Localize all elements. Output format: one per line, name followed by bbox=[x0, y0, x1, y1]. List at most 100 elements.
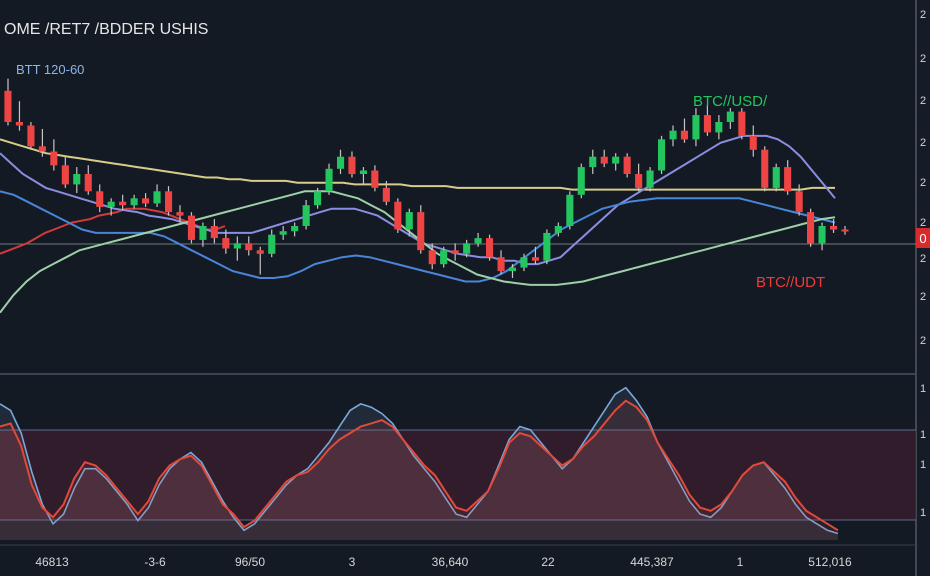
candle-body bbox=[554, 226, 562, 233]
candlestick bbox=[153, 184, 161, 207]
candlestick bbox=[692, 108, 700, 147]
candlestick bbox=[38, 128, 46, 157]
candle-body bbox=[233, 243, 241, 249]
candlestick bbox=[486, 234, 494, 261]
candlestick bbox=[302, 200, 310, 230]
y-axis-tick: 2 bbox=[920, 253, 926, 265]
candlestick bbox=[417, 205, 425, 254]
x-axis-label: 1 bbox=[737, 555, 744, 569]
candlestick bbox=[291, 222, 299, 237]
candle-body bbox=[187, 215, 195, 240]
y-axis-tick: 2 bbox=[920, 291, 926, 303]
candlestick bbox=[680, 118, 688, 143]
candle-body bbox=[279, 231, 287, 235]
candlestick bbox=[337, 149, 345, 174]
moving-average-line bbox=[0, 138, 835, 191]
candle-body bbox=[84, 174, 92, 192]
candle-body bbox=[337, 156, 345, 169]
candle-body bbox=[795, 191, 803, 213]
y-axis-tick: 2 bbox=[920, 53, 926, 65]
candle-body bbox=[371, 170, 379, 188]
chart-title: OME /RET7 /BDDER USHIS bbox=[4, 21, 208, 38]
candlestick bbox=[394, 198, 402, 233]
x-axis-label: 512,016 bbox=[808, 555, 852, 569]
candlestick bbox=[222, 229, 230, 254]
x-axis-label: 96/50 bbox=[235, 555, 265, 569]
candlestick bbox=[577, 163, 585, 199]
candlestick bbox=[119, 194, 127, 211]
candle-body bbox=[153, 191, 161, 204]
candlestick bbox=[371, 165, 379, 192]
x-axis-label: 22 bbox=[541, 555, 555, 569]
candlestick bbox=[761, 146, 769, 192]
candle-body bbox=[394, 201, 402, 230]
candle-body bbox=[680, 130, 688, 140]
oscillator-blue-line bbox=[0, 386, 839, 535]
candlestick bbox=[474, 232, 482, 247]
candlestick bbox=[531, 246, 539, 265]
candle-body bbox=[772, 167, 780, 188]
candlestick bbox=[256, 246, 264, 275]
candle-body bbox=[176, 212, 184, 216]
candlestick bbox=[245, 236, 253, 256]
candlestick bbox=[176, 205, 184, 223]
candle-body bbox=[703, 115, 711, 133]
candle-body bbox=[15, 122, 23, 126]
candlestick bbox=[795, 184, 803, 216]
price-tag-label: 0 bbox=[919, 231, 926, 246]
candle-body bbox=[27, 125, 35, 147]
oscillator-red-line-area bbox=[0, 400, 838, 540]
candle-body bbox=[38, 146, 46, 152]
candle-body bbox=[325, 168, 333, 192]
y-axis-tick: 2 bbox=[920, 137, 926, 149]
candlestick bbox=[440, 246, 448, 268]
y-axis-ticks: 2 2 2 2 2 2 2 2 2 bbox=[920, 9, 926, 347]
candlestick bbox=[612, 153, 620, 171]
candlestick bbox=[497, 250, 505, 275]
y-axis-tick: 2 bbox=[920, 217, 926, 229]
x-axis-labels: 46813 -3-6 96/50 3 36,640 22 445,387 1 512,016 bbox=[35, 555, 852, 569]
candle-body bbox=[841, 229, 849, 232]
candlestick bbox=[199, 222, 207, 247]
candlestick bbox=[635, 163, 643, 192]
candlestick bbox=[508, 264, 516, 278]
x-axis-label: 445,387 bbox=[630, 555, 674, 569]
x-axis-label: 36,640 bbox=[432, 555, 469, 569]
candle-body bbox=[314, 191, 322, 206]
candlestick bbox=[130, 194, 138, 209]
btc-udt-label: BTC//UDT bbox=[756, 274, 825, 291]
candle-body bbox=[107, 201, 115, 207]
candle-body bbox=[463, 243, 471, 254]
candle-body bbox=[543, 232, 551, 261]
candlestick bbox=[784, 160, 792, 195]
candlestick bbox=[187, 212, 195, 244]
candlestick bbox=[61, 156, 69, 188]
oscillator-red-line bbox=[0, 399, 839, 532]
candlestick bbox=[359, 167, 367, 185]
candle-body bbox=[635, 174, 643, 188]
candle-body bbox=[165, 191, 173, 213]
candlestick bbox=[382, 180, 390, 206]
candle-body bbox=[692, 115, 700, 140]
candlestick bbox=[165, 186, 173, 216]
candle-body bbox=[726, 111, 734, 122]
candle-body bbox=[566, 194, 574, 226]
candle-body bbox=[669, 130, 677, 140]
candle-body bbox=[268, 234, 276, 254]
candle-body bbox=[428, 250, 436, 265]
btc-usd-label: BTC//USD/ bbox=[693, 93, 768, 110]
candle-body bbox=[61, 165, 69, 185]
candlestick bbox=[703, 104, 711, 136]
candle-body bbox=[761, 149, 769, 188]
price-tag bbox=[916, 228, 930, 248]
candle-body bbox=[199, 226, 207, 240]
x-axis-label: 3 bbox=[349, 555, 356, 569]
candle-body bbox=[4, 90, 12, 122]
candlestick bbox=[314, 187, 322, 209]
candlesticks bbox=[4, 78, 849, 278]
candlestick bbox=[715, 115, 723, 140]
candle-body bbox=[119, 201, 127, 206]
candlestick bbox=[142, 193, 150, 207]
candlestick bbox=[818, 222, 826, 251]
